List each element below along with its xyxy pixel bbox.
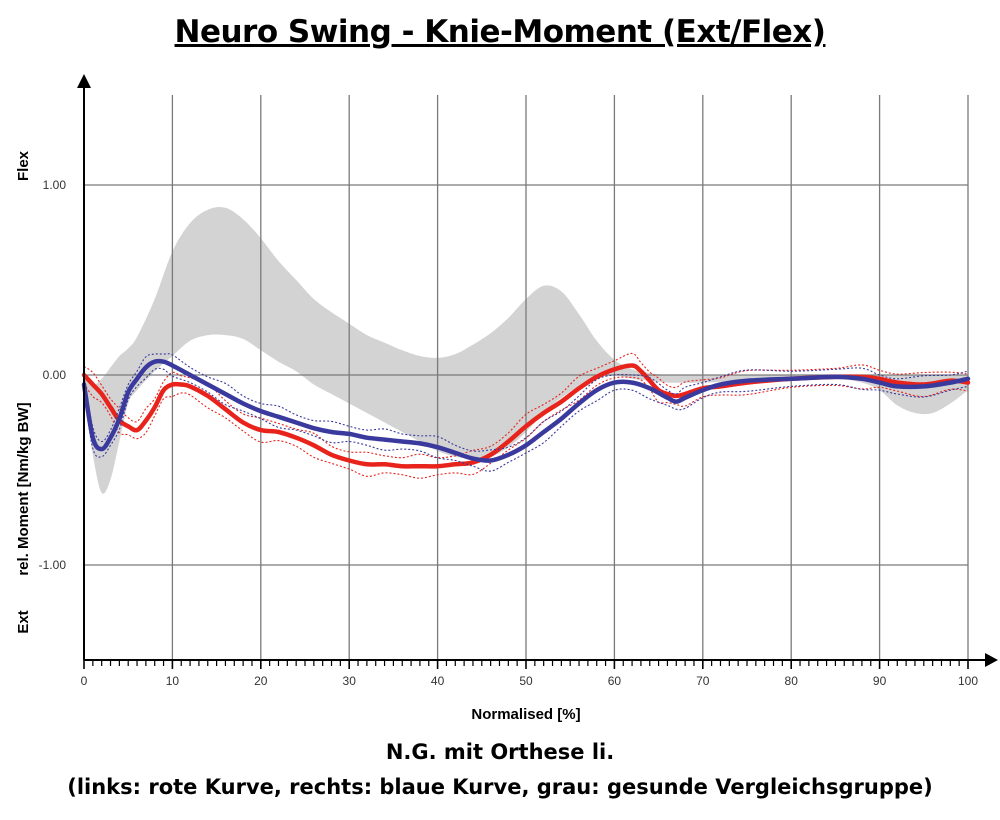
chart-title: Neuro Swing - Knie-Moment (Ext/Flex) bbox=[174, 14, 826, 50]
y-tick-label-2: -1.00 bbox=[39, 558, 67, 572]
series-left-envelope-upper bbox=[83, 352, 969, 459]
y-axis-ext-label: Ext bbox=[15, 610, 32, 633]
x-tick-label-80: 80 bbox=[785, 674, 799, 688]
caption-legend: (links: rote Kurve, rechts: blaue Kurve,… bbox=[67, 775, 933, 799]
axis-layer bbox=[77, 74, 998, 669]
series-right-line bbox=[81, 358, 971, 463]
y-axis-flex-label: Flex bbox=[15, 150, 32, 181]
x-tick-label-90: 90 bbox=[873, 674, 887, 688]
x-tick-label-70: 70 bbox=[696, 674, 710, 688]
x-tick-label-60: 60 bbox=[608, 674, 622, 688]
x-tick-label-30: 30 bbox=[343, 674, 357, 688]
x-tick-label-50: 50 bbox=[519, 674, 533, 688]
series-right-envelope-upper bbox=[83, 353, 969, 452]
series-left-envelope-lower bbox=[83, 376, 969, 479]
x-tick-label-10: 10 bbox=[166, 674, 180, 688]
label-layer: 0 10 20 30 40 50 60 70 80 90 100 1.00 0.00 -1.00 Norma… bbox=[15, 150, 978, 723]
series-layer bbox=[81, 352, 971, 479]
caption-patient: N.G. mit Orthese li. bbox=[385, 740, 615, 764]
x-axis-title: Normalised [%] bbox=[471, 706, 580, 723]
x-tick-label-40: 40 bbox=[431, 674, 445, 688]
x-tick-label-20: 20 bbox=[254, 674, 268, 688]
y-tick-label-1: 0.00 bbox=[43, 368, 67, 382]
y-axis-arrow bbox=[77, 74, 91, 88]
x-axis-arrow bbox=[985, 653, 998, 667]
y-tick-label-0: 1.00 bbox=[43, 178, 67, 192]
series-right-envelope-lower bbox=[83, 367, 969, 472]
x-tick-label-0: 0 bbox=[81, 674, 88, 688]
y-axis-title: rel. Moment [Nm/kg BW] bbox=[15, 402, 32, 575]
x-tick-label-100: 100 bbox=[958, 674, 978, 688]
